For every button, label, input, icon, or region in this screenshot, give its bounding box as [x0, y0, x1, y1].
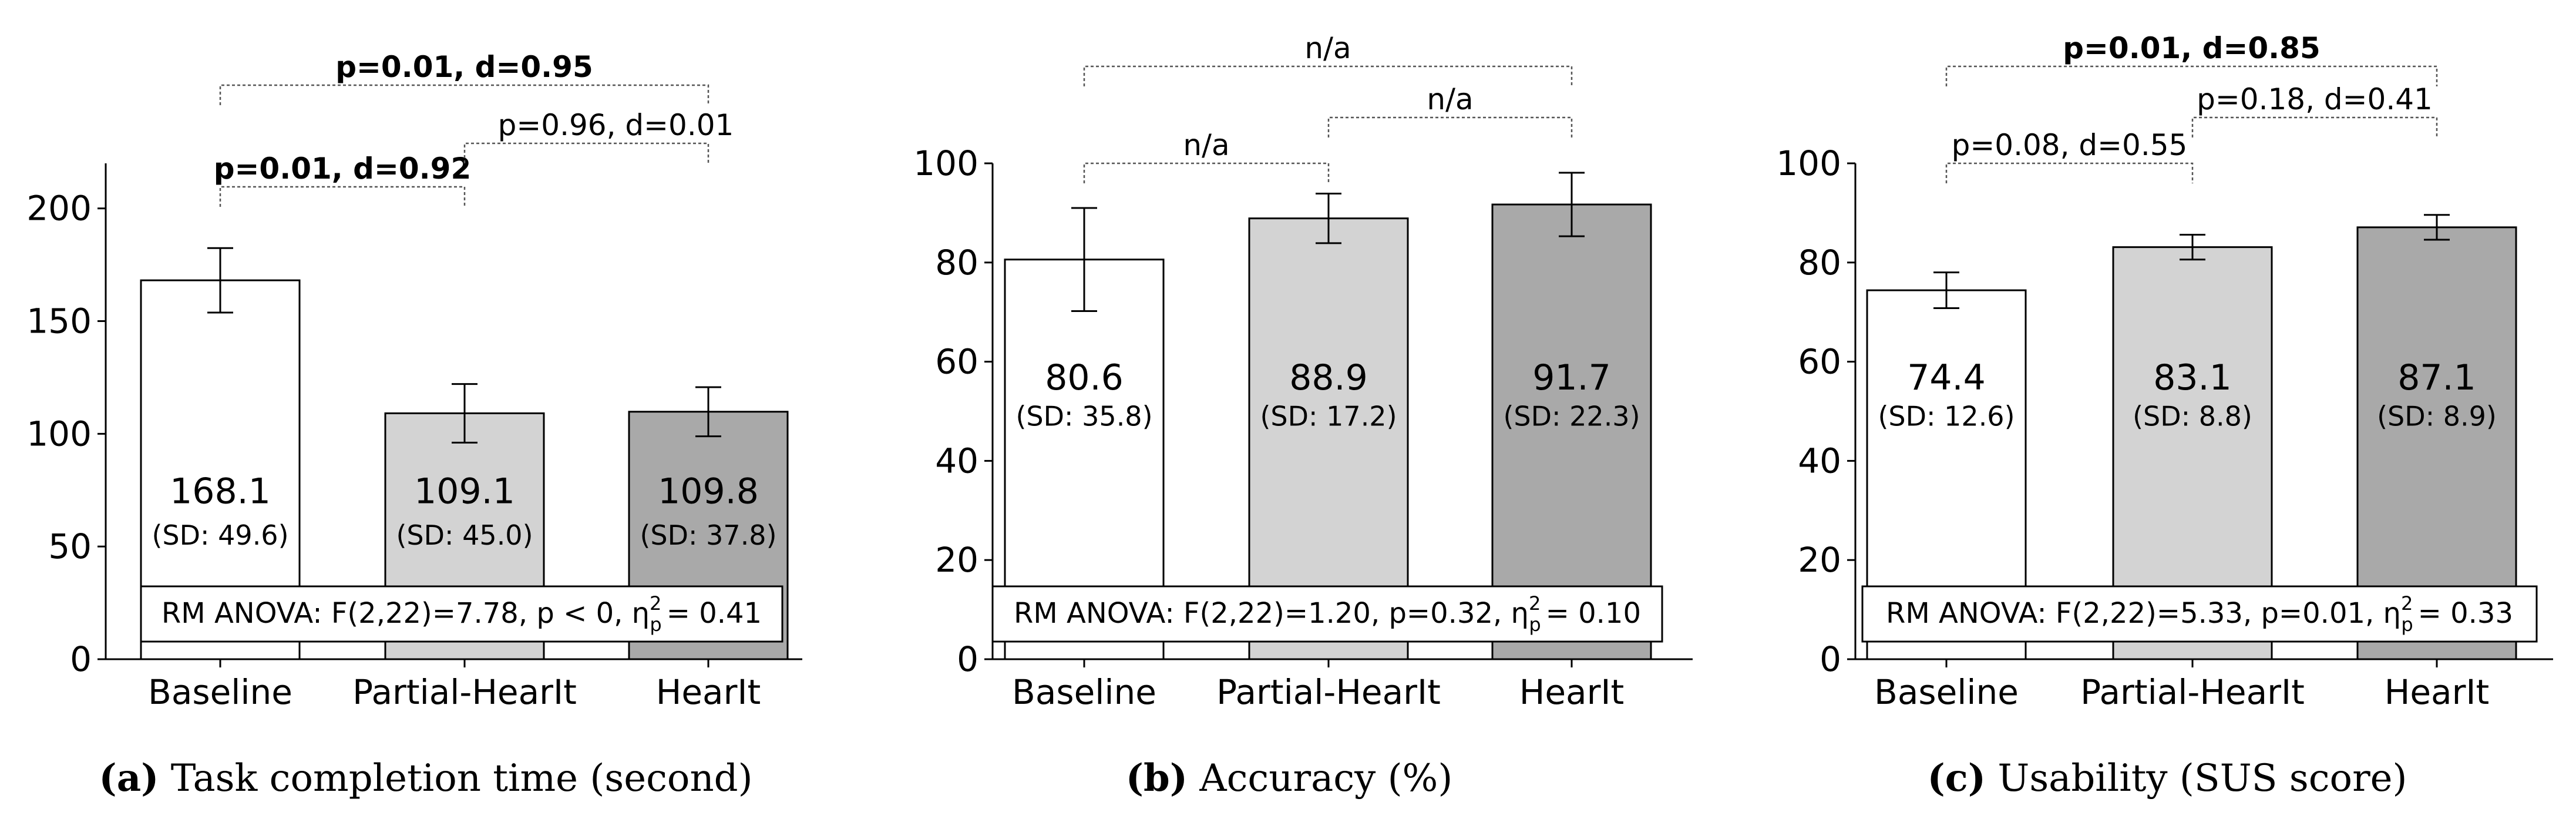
panel-c-x-tick-label: HearIt: [2385, 672, 2490, 712]
panel-b-significance-bracket: [1327, 116, 1573, 137]
panel-c-caption: (c) Usability (SUS score): [1928, 756, 2407, 800]
panel-c-y-tick-label: 80: [1798, 243, 1841, 283]
panel-a-y-tick-label: 150: [26, 301, 92, 341]
panel-b-y-tick-label: 0: [957, 639, 978, 679]
panel-b-x-tick-label: HearIt: [1519, 672, 1625, 712]
panel-c-y-tick-label: 0: [1820, 639, 1841, 679]
panel-b-y-tick-label: 100: [913, 143, 978, 183]
panel-a-significance-bracket: [219, 186, 466, 207]
panel-a-sd-label: (SD: 45.0): [396, 519, 533, 551]
panel-c-sd-label: (SD: 12.6): [1878, 400, 2015, 432]
panel-a-significance-bracket: [219, 84, 709, 105]
panel-c-x-tick-label: Partial-HearIt: [2080, 672, 2305, 712]
panel-b-x-tick-label: Partial-HearIt: [1216, 672, 1441, 712]
panel-c-sd-label: (SD: 8.9): [2377, 400, 2497, 432]
panel-a-sd-label: (SD: 49.6): [152, 519, 288, 551]
panel-a-y-tick-label: 0: [70, 639, 92, 679]
panel-c-value-label: 83.1: [2153, 357, 2232, 398]
panel-a-chart: 0 50 100 150 200 168.1 (SD: 49.6) Baseline 109.1…: [26, 50, 802, 800]
panel-b-significance-label: n/a: [1183, 128, 1229, 162]
panel-a-caption: (a) Task completion time (second): [99, 756, 752, 800]
panel-b-bar: [1491, 203, 1652, 660]
panel-b-anova-text: RM ANOVA: F(2,22)=1.20, p=0.32, η2 p = 0.1…: [1014, 592, 1641, 636]
panel-b-significance-bracket: [1083, 162, 1330, 183]
panel-c-significance-bracket: [1945, 65, 2438, 86]
panel-b-significance-bracket: [1083, 65, 1573, 86]
panel-c-y-tick-label: 60: [1798, 342, 1841, 382]
panel-c-x-tick-label: Baseline: [1874, 672, 2019, 712]
panel-b-y-tick-label: 20: [935, 540, 978, 580]
panel-c-anova-box: [1861, 585, 2538, 643]
panel-b-x-tick-label: Baseline: [1012, 672, 1156, 712]
panel-a-y-tick-label: 200: [26, 189, 92, 229]
panel-b-value-label: 80.6: [1045, 357, 1124, 398]
panel-b-y-tick-label: 40: [935, 441, 978, 481]
panel-a-significance-label: p=0.01, d=0.95: [335, 50, 593, 84]
panel-c-sd-label: (SD: 8.8): [2133, 400, 2252, 432]
panel-a-anova-text: RM ANOVA: F(2,22)=7.78, p < 0, η2 p = 0.41: [162, 592, 762, 636]
panel-b-caption: (b) Accuracy (%): [1126, 756, 1453, 800]
panel-a-significance-bracket: [463, 142, 709, 163]
panel-a-anova-box: [140, 585, 783, 643]
panel-b-significance-label: n/a: [1427, 82, 1473, 116]
panel-b-sd-label: (SD: 17.2): [1260, 400, 1397, 432]
panel-c-significance-label: p=0.01, d=0.85: [2063, 31, 2321, 65]
panel-b-y-tick-label: 60: [935, 342, 978, 382]
panel-a-significance-label: p=0.01, d=0.92: [214, 152, 472, 186]
panel-a-significance-label: p=0.96, d=0.01: [498, 108, 734, 142]
panel-c-anova-text: RM ANOVA: F(2,22)=5.33, p=0.01, η2 p = 0.3…: [1886, 592, 2513, 636]
panel-c-significance-bracket: [1945, 162, 2194, 183]
panel-c-y-tick-label: 100: [1776, 143, 1841, 183]
panel-b-value-label: 91.7: [1532, 357, 1611, 398]
panel-c-y-tick-label: 20: [1798, 540, 1841, 580]
panel-c-significance-label: p=0.18, d=0.41: [2197, 82, 2433, 116]
panel-c-y-tick-label: 40: [1798, 441, 1841, 481]
panel-a-value-label: 109.1: [414, 471, 515, 512]
panel-a-y-tick-label: 100: [26, 414, 92, 454]
panel-b-value-label: 88.9: [1289, 357, 1368, 398]
panel-a-x-tick-label: Partial-HearIt: [352, 672, 577, 712]
panel-a-y-tick-label: 50: [48, 526, 92, 566]
panel-c-significance-label: p=0.08, d=0.55: [1952, 128, 2188, 162]
panel-a-value-label: 109.8: [658, 471, 759, 512]
panel-b-sd-label: (SD: 22.3): [1503, 400, 1640, 432]
panel-a-x-tick-label: Baseline: [148, 672, 292, 712]
panel-c-value-label: 74.4: [1907, 357, 1986, 398]
panel-b-significance-label: n/a: [1304, 31, 1351, 65]
panel-b-sd-label: (SD: 35.8): [1015, 400, 1152, 432]
panel-a-x-tick-label: HearIt: [656, 672, 761, 712]
panel-a-sd-label: (SD: 37.8): [640, 519, 776, 551]
panel-c-significance-bracket: [2191, 116, 2438, 137]
panel-b-anova-box: [991, 585, 1663, 643]
panel-b-y-tick-label: 80: [935, 243, 978, 283]
panel-c-value-label: 87.1: [2397, 357, 2476, 398]
panel-a-value-label: 168.1: [170, 471, 271, 512]
